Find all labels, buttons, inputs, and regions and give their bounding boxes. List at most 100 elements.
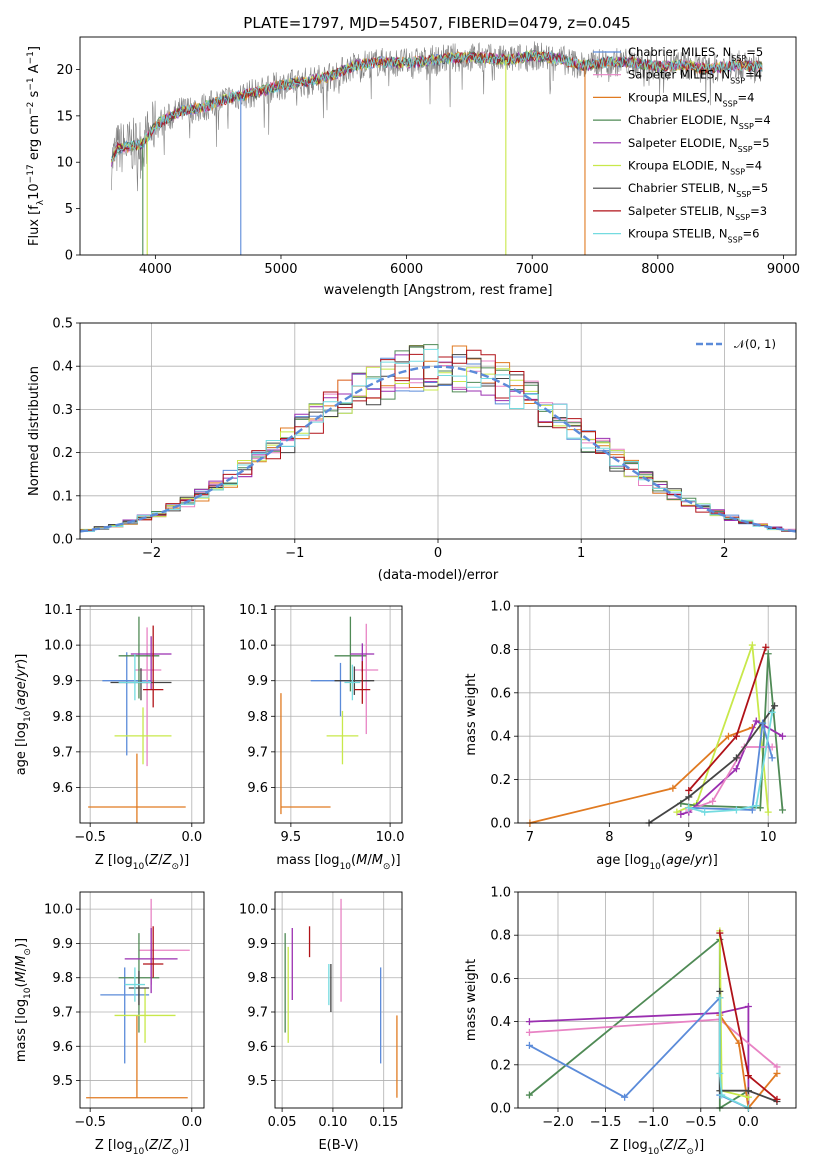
x-tick-label: −1.0 — [637, 1115, 669, 1130]
y-axis-label: age [log10(age/yr)] — [14, 654, 33, 776]
y-axis-label: mass weight — [464, 959, 479, 1041]
y-tick-label: 0.2 — [490, 773, 511, 788]
weight-marker — [768, 708, 776, 716]
x-tick-label: 9000 — [767, 262, 800, 277]
error-bars — [280, 616, 379, 815]
axes-frame — [274, 891, 403, 1109]
y-tick-label: 0.0 — [52, 533, 73, 548]
weight-marker — [748, 806, 756, 814]
weight-vs-z-panel: −2.0 −1.5 −1.0 −0.5 0.0 0.0 0.2 0.4 0.6 0.8 1.0 Z [… — [464, 886, 797, 1157]
weight-series-line — [528, 995, 749, 1109]
y-tick-label: 10.0 — [239, 639, 268, 654]
error-bars — [86, 898, 190, 1099]
y-tick-label: 0.0 — [490, 1102, 511, 1117]
weight-marker — [525, 1041, 533, 1049]
y-tick-label: 0.5 — [52, 317, 73, 332]
observed-spectrum — [111, 41, 763, 192]
weight-marker — [759, 719, 767, 727]
y-tick-label: 0.8 — [490, 929, 511, 944]
y-tick-label: 9.8 — [247, 710, 268, 725]
x-tick-label: 9.5 — [281, 830, 302, 845]
x-tick-label: −2.0 — [542, 1115, 574, 1130]
y-tick-label: 9.6 — [247, 781, 268, 796]
weight-marker — [744, 1002, 752, 1010]
y-tick-label: 0.4 — [52, 360, 73, 375]
y-tick-label: 9.7 — [52, 745, 73, 760]
x-tick-label: 0 — [434, 546, 442, 561]
x-tick-label: −2 — [142, 546, 161, 561]
y-tick-label: 0.6 — [490, 686, 511, 701]
y-tick-label: 9.6 — [52, 781, 73, 796]
axes-frame — [517, 891, 797, 1109]
x-axis-label: (data-model)/error — [378, 568, 499, 583]
y-tick-label: 10.0 — [44, 903, 73, 918]
axes-frame — [79, 891, 205, 1109]
axes-frame — [79, 36, 797, 256]
legend-label: Kroupa MILES, NSSP=4 — [628, 90, 754, 108]
x-tick-label: −1 — [285, 546, 304, 561]
weight-marker — [764, 650, 772, 658]
x-tick-label: 0.0 — [738, 1115, 759, 1130]
y-tick-label: 15 — [56, 109, 73, 124]
weight-marker — [685, 786, 693, 794]
x-tick-label: 4000 — [139, 262, 172, 277]
x-tick-label: 5000 — [264, 262, 297, 277]
weight-marker — [744, 1093, 752, 1101]
weight-marker — [764, 808, 772, 816]
weight-marker — [762, 643, 770, 651]
y-tick-label: 1.0 — [490, 886, 511, 901]
axes-frame — [517, 605, 797, 824]
axes-frame — [274, 605, 403, 824]
y-tick-label: 9.9 — [247, 937, 268, 952]
y-tick-label: 5 — [65, 202, 73, 217]
y-tick-label: 9.7 — [52, 1006, 73, 1021]
y-tick-label: 9.8 — [52, 971, 73, 986]
weight-series-line — [688, 746, 773, 811]
y-axis-label: mass weight — [464, 673, 479, 755]
y-tick-label: 9.8 — [247, 971, 268, 986]
y-tick-label: 1.0 — [490, 600, 511, 615]
model-spectrum-line — [111, 50, 763, 162]
y-axis-label: Flux [fλ10−17 erg cm−2 s−1 A−1] — [26, 46, 46, 246]
x-tick-label: −0.5 — [685, 1115, 717, 1130]
x-tick-label: 7000 — [516, 262, 549, 277]
weight-marker — [701, 808, 709, 816]
weight-marker — [621, 1093, 629, 1101]
weight-marker — [716, 929, 724, 937]
weight-marker — [773, 1095, 781, 1103]
y-tick-label: 0.4 — [490, 1015, 511, 1030]
mass-vs-z-panel: −0.5 0.0 9.5 9.6 9.7 9.8 9.9 10.0 Z [log10(Z/Z⊙)… — [14, 891, 205, 1157]
x-tick-label: 6000 — [390, 262, 423, 277]
y-tick-label: 0.4 — [490, 730, 511, 745]
legend-label: 𝒩(0, 1) — [734, 337, 776, 351]
x-tick-label: 1 — [577, 546, 585, 561]
legend-label: Chabrier STELIB, NSSP=5 — [628, 181, 768, 199]
age-vs-mass-panel: 9.5 10.0 9.6 9.7 9.8 9.9 10.0 10.1 mass [log10(M… — [239, 603, 405, 872]
legend-label: Salpeter STELIB, NSSP=3 — [628, 204, 767, 222]
x-tick-label: 9 — [685, 830, 693, 845]
weight-vs-age-panel: 7 8 9 10 0.0 0.2 0.4 0.6 0.8 1.0 age [log10(age/yr… — [464, 600, 797, 872]
residual-histogram — [80, 348, 796, 532]
spectrum-panel: 4000 5000 6000 7000 8000 9000 0 5 10 15 20 Chabrier… — [26, 36, 800, 298]
weight-series-line — [718, 997, 749, 1109]
y-tick-label: 0.1 — [52, 489, 73, 504]
weight-marker — [525, 1091, 533, 1099]
y-tick-label: 9.9 — [52, 937, 73, 952]
residuals-panel: −2 −1 0 1 2 0.0 0.1 0.2 0.3 0.4 0.5 𝒩(0, 1) (data-mo… — [27, 317, 797, 583]
weight-marker — [716, 1069, 724, 1077]
x-tick-label: −0.5 — [74, 1115, 106, 1130]
weight-marker — [525, 1018, 533, 1026]
weight-marker — [732, 806, 740, 814]
weight-marker — [744, 1087, 752, 1095]
weight-marker — [732, 754, 740, 762]
y-tick-label: 20 — [56, 63, 73, 78]
x-tick-label: 0.0 — [181, 1115, 202, 1130]
x-tick-label: −0.5 — [74, 830, 106, 845]
x-axis-label: age [log10(age/yr)] — [596, 853, 718, 872]
legend-label: Chabrier MILES, NSSP=5 — [628, 45, 763, 63]
mass-vs-ebv-panel: 0.05 0.10 0.15 9.5 9.6 9.7 9.8 9.9 10.0 E(B-V) — [239, 891, 403, 1153]
weight-marker — [716, 987, 724, 995]
error-bars — [284, 898, 398, 1098]
normal-curve — [79, 365, 797, 533]
